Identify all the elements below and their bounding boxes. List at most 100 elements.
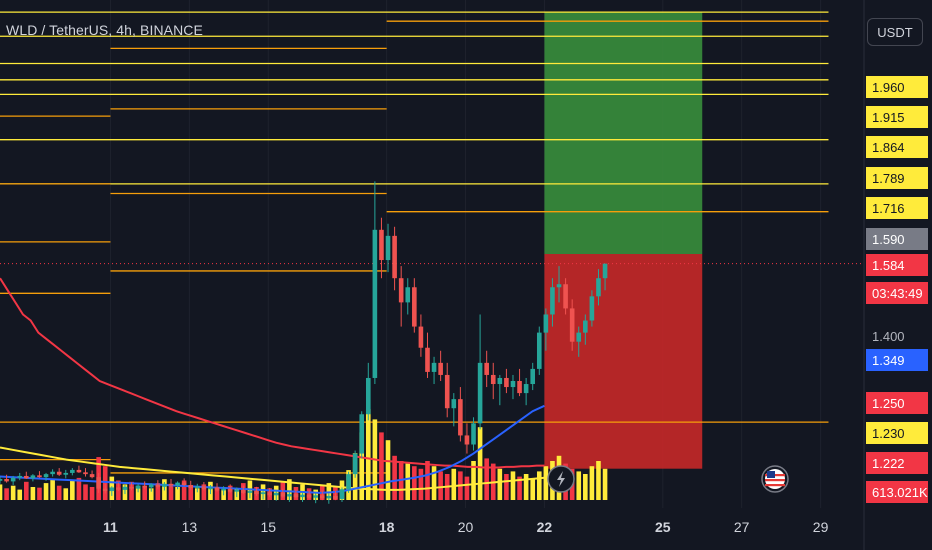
- volume-bar: [4, 488, 9, 500]
- volume-bar: [477, 427, 483, 500]
- candle-body: [116, 487, 121, 490]
- volume-bar: [168, 484, 174, 500]
- ma-line: [0, 277, 545, 469]
- candle-body: [425, 347, 430, 372]
- volume-bar: [438, 471, 443, 500]
- profit-zone: [544, 12, 703, 254]
- volume-bar: [83, 484, 88, 500]
- candle-body: [536, 332, 542, 369]
- candle-body: [30, 475, 36, 479]
- horizontal-levels[interactable]: [0, 11, 864, 474]
- candle-body: [175, 482, 180, 486]
- candle-body: [63, 472, 69, 475]
- volume-bar: [510, 471, 516, 500]
- position-tool[interactable]: [544, 12, 703, 469]
- x-tick-label: 20: [457, 519, 474, 535]
- volume-bar: [102, 466, 108, 500]
- candle-body: [517, 381, 522, 394]
- volume-bar: [188, 485, 194, 500]
- candle-body: [300, 494, 305, 498]
- candle-body: [24, 475, 29, 479]
- x-tick-label: 18: [378, 519, 395, 535]
- candle-body: [267, 492, 272, 496]
- candle-body: [392, 235, 397, 279]
- candle-body: [162, 483, 167, 487]
- candle-body: [306, 494, 312, 498]
- volume-bar: [181, 480, 187, 500]
- volume-bar: [464, 476, 470, 500]
- volume-bar: [504, 474, 509, 500]
- volume-bar: [365, 409, 371, 500]
- candle-body: [142, 485, 147, 488]
- event-markers[interactable]: [547, 465, 789, 493]
- candle-body: [43, 474, 49, 478]
- ma-line: [0, 446, 545, 491]
- volume-tag: 613.021K: [866, 481, 928, 503]
- candle-body: [497, 377, 503, 385]
- axis-price-label: 1.400: [872, 329, 905, 344]
- x-tick-label: 13: [181, 519, 198, 535]
- volume-bar: [385, 440, 391, 500]
- volume-bar: [359, 432, 365, 500]
- candle-body: [510, 381, 516, 388]
- volume-bar: [392, 455, 397, 500]
- currency-button[interactable]: USDT: [867, 18, 923, 46]
- candle-body: [319, 495, 325, 499]
- candle-body: [365, 377, 371, 415]
- candle-body: [129, 486, 134, 489]
- volume-bar: [583, 474, 588, 500]
- candle-body: [83, 472, 88, 475]
- candle-body: [523, 384, 529, 394]
- us-flag-icon[interactable]: [761, 465, 789, 493]
- candle-body: [287, 494, 292, 497]
- volume-bar: [536, 471, 542, 500]
- volume-bar: [451, 468, 457, 500]
- ma-red-tag: 1.250: [866, 392, 928, 414]
- candle-body: [280, 492, 286, 497]
- volume-bar: [24, 481, 29, 500]
- volume-bar: [412, 466, 417, 500]
- candle-body: [333, 495, 338, 499]
- candle-body: [346, 474, 351, 490]
- candle-body: [148, 484, 154, 488]
- candle-body: [260, 492, 266, 495]
- lightning-icon[interactable]: [547, 465, 575, 493]
- candle-body: [464, 435, 470, 445]
- candle-body: [188, 485, 194, 489]
- candle-body: [602, 263, 608, 279]
- volume-bar: [175, 487, 180, 500]
- volume-bar: [530, 479, 536, 500]
- candle-body: [438, 362, 443, 375]
- volume-bar: [589, 466, 595, 500]
- volume-bar: [17, 489, 23, 500]
- candle-body: [313, 495, 318, 498]
- symbol-title[interactable]: WLD / TetherUS, 4h, BINANCE: [6, 22, 203, 38]
- stop-price-tag: 1.222: [866, 452, 928, 474]
- volume-bar: [287, 479, 292, 500]
- candle-body: [569, 308, 575, 342]
- candle-body: [385, 235, 391, 261]
- volume-bar: [89, 487, 95, 500]
- candle-body: [543, 314, 549, 333]
- volume-bar: [214, 487, 220, 500]
- volume-bar: [142, 487, 147, 500]
- price-tag-1915: 1.915: [866, 106, 928, 128]
- candle-body: [4, 478, 9, 482]
- candle-body: [56, 471, 62, 475]
- volume-bar: [135, 485, 141, 500]
- price-tag-1716: 1.716: [866, 197, 928, 219]
- candlesticks: [0, 181, 608, 504]
- candle-body: [37, 475, 42, 478]
- price-tag-1960: 1.960: [866, 76, 928, 98]
- volume-bar: [497, 468, 503, 500]
- candle-body: [96, 477, 101, 489]
- candle-body: [583, 320, 588, 333]
- ma-line: [0, 404, 545, 494]
- candle-body: [293, 494, 299, 498]
- x-tick-label: 22: [536, 519, 553, 535]
- price-tag-1590: 1.590: [866, 228, 928, 250]
- volume-bar: [76, 477, 82, 500]
- candle-body: [477, 362, 483, 424]
- candle-body: [214, 487, 220, 491]
